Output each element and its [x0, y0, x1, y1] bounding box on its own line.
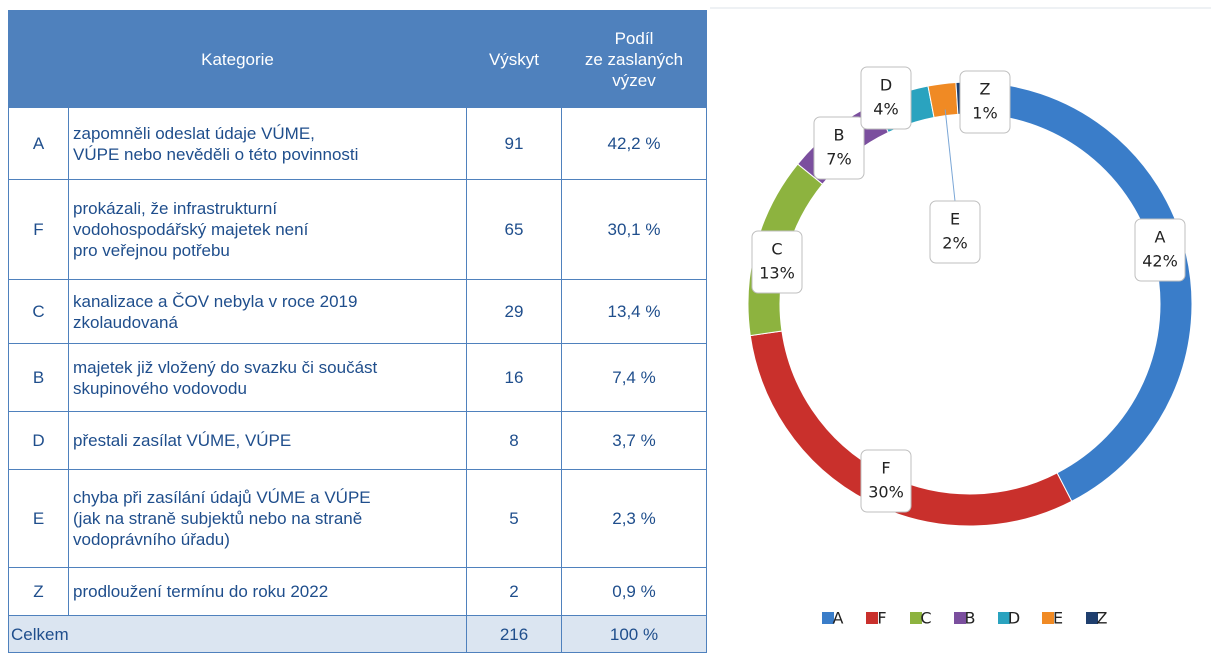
label-category: B — [834, 126, 845, 145]
share-cell: 13,4 % — [561, 279, 707, 344]
legend-swatch — [998, 612, 1010, 624]
code-cell: B — [8, 343, 69, 412]
label-value: 42% — [1142, 252, 1178, 271]
label-box — [860, 66, 912, 130]
total-label: Celkem — [8, 615, 467, 653]
legend-label: C — [920, 609, 931, 628]
label-category: D — [880, 76, 892, 95]
label-value: 13% — [759, 264, 795, 283]
label-box — [929, 200, 981, 264]
label-box — [959, 70, 1011, 134]
count-cell: 2 — [466, 567, 562, 616]
legend-swatch — [1086, 612, 1098, 624]
label-category: F — [881, 459, 890, 478]
header-cell: Kategorie — [8, 10, 467, 108]
legend-label: D — [1008, 609, 1020, 628]
label-value: 30% — [868, 483, 904, 502]
count-cell: 16 — [466, 343, 562, 412]
label-box — [813, 116, 865, 180]
legend-swatch — [910, 612, 922, 624]
label-box — [751, 230, 803, 294]
share-cell: 42,2 % — [561, 107, 707, 180]
description-cell: zapomněli odeslat údaje VÚME, VÚPE nebo … — [68, 107, 467, 180]
label-value: 1% — [972, 104, 997, 123]
description-cell: kanalizace a ČOV nebyla v roce 2019 zkol… — [68, 279, 467, 344]
legend-swatch — [954, 612, 966, 624]
legend-swatch — [1042, 612, 1054, 624]
count-cell: 5 — [466, 469, 562, 568]
donut-segment — [969, 81, 1193, 502]
label-category: C — [771, 240, 782, 259]
label-box — [1134, 218, 1186, 282]
label-value: 7% — [826, 150, 851, 169]
legend-swatch — [866, 612, 878, 624]
share-cell: 2,3 % — [561, 469, 707, 568]
code-cell: E — [8, 469, 69, 568]
total-share: 100 % — [561, 615, 707, 653]
label-value: 4% — [873, 100, 898, 119]
code-cell: F — [8, 179, 69, 280]
label-box — [860, 449, 912, 513]
count-cell: 91 — [466, 107, 562, 180]
data-table: Kategorie Výskyt Podíl ze zaslaných výze… — [8, 10, 707, 653]
legend-label: Z — [1097, 609, 1108, 628]
legend-label: B — [965, 609, 976, 628]
code-cell: Z — [8, 567, 69, 616]
label-value: 2% — [942, 234, 967, 253]
label-category: E — [950, 210, 960, 229]
share-cell: 0,9 % — [561, 567, 707, 616]
legend-swatch — [822, 612, 834, 624]
total-count: 216 — [466, 615, 562, 653]
legend-label: E — [1053, 609, 1063, 628]
share-cell: 30,1 % — [561, 179, 707, 280]
description-cell: prodloužení termínu do roku 2022 — [68, 567, 467, 616]
header-row: Kategorie Výskyt Podíl ze zaslaných výze… — [8, 10, 707, 108]
code-cell: D — [8, 411, 69, 470]
header-cell: Podíl ze zaslaných výzev — [561, 10, 707, 108]
legend-label: A — [833, 609, 844, 628]
leader-line — [944, 109, 956, 202]
description-cell: prokázali, že infrastrukturní vodohospod… — [68, 179, 467, 280]
label-category: A — [1155, 228, 1166, 247]
description-cell: přestali zasílat VÚME, VÚPE — [68, 411, 467, 470]
legend-label: F — [877, 609, 886, 628]
share-cell: 7,4 % — [561, 343, 707, 412]
total-row: Celkem 216 100 % — [8, 615, 707, 653]
label-category: Z — [980, 80, 991, 99]
